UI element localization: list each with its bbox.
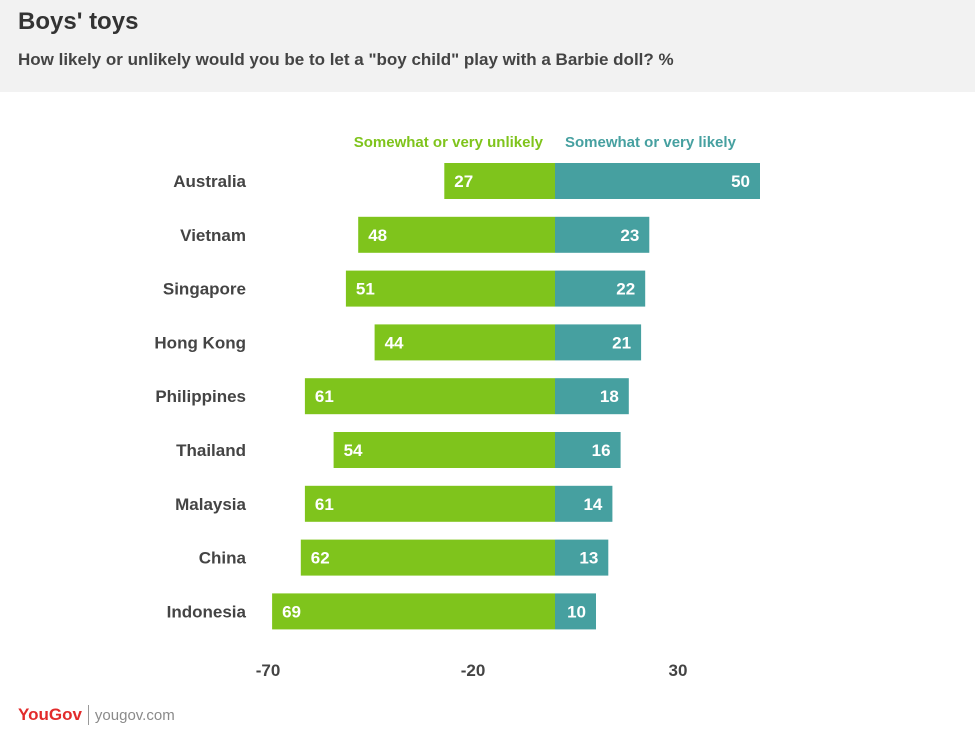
- diverging-bar-chart: Somewhat or very unlikely Somewhat or ver…: [154, 134, 760, 680]
- value-label-likely-vietnam: 23: [620, 226, 639, 245]
- bar-unlikely-philippines: [304, 378, 555, 415]
- bar-unlikely-australia: [444, 163, 555, 199]
- bar-likely-china: [555, 539, 609, 576]
- footer: YouGov yougov.com: [18, 703, 175, 727]
- value-label-likely-malaysia: 14: [583, 495, 602, 514]
- category-label-malaysia: Malaysia: [175, 495, 246, 514]
- chart-title: Boys' toys: [18, 8, 139, 35]
- value-label-unlikely-vietnam: 48: [368, 226, 387, 245]
- bar-likely-australia: [555, 163, 760, 199]
- value-label-unlikely-australia: 27: [454, 172, 473, 191]
- value-label-unlikely-singapore: 51: [356, 280, 375, 299]
- value-label-unlikely-thailand: 54: [344, 441, 363, 460]
- bar-likely-philippines: [555, 378, 629, 415]
- bar-unlikely-malaysia: [304, 485, 555, 522]
- x-tick-label-0: -70: [256, 661, 281, 680]
- value-label-unlikely-malaysia: 61: [315, 495, 334, 514]
- category-label-vietnam: Vietnam: [180, 226, 246, 245]
- bar-unlikely-china: [300, 539, 555, 576]
- bar-unlikely-thailand: [333, 432, 555, 468]
- legend-likely: Somewhat or very likely: [565, 134, 737, 151]
- bar-unlikely-hong-kong: [374, 324, 555, 361]
- category-label-thailand: Thailand: [176, 441, 246, 460]
- x-tick-label-1: -20: [461, 661, 486, 680]
- category-label-hong-kong: Hong Kong: [154, 333, 246, 352]
- category-label-china: China: [199, 549, 247, 568]
- category-label-indonesia: Indonesia: [167, 602, 247, 621]
- x-tick-label-2: 30: [669, 661, 688, 680]
- value-label-likely-hong-kong: 21: [612, 333, 631, 352]
- bar-likely-indonesia: [555, 593, 596, 630]
- value-label-unlikely-philippines: 61: [315, 387, 334, 406]
- value-label-likely-australia: 50: [731, 172, 750, 191]
- yougov-logo[interactable]: YouGov: [18, 705, 82, 724]
- value-label-likely-thailand: 16: [592, 441, 611, 460]
- footer-divider: [87, 705, 89, 725]
- category-label-singapore: Singapore: [163, 280, 246, 299]
- chart-subtitle: How likely or unlikely would you be to l…: [18, 50, 674, 69]
- bar-likely-singapore: [555, 270, 646, 307]
- value-label-likely-singapore: 22: [616, 280, 635, 299]
- bar-likely-vietnam: [555, 216, 650, 253]
- bar-unlikely-singapore: [345, 270, 555, 307]
- legend-unlikely: Somewhat or very unlikely: [354, 134, 544, 151]
- category-label-australia: Australia: [173, 172, 246, 191]
- value-label-unlikely-china: 62: [311, 549, 330, 568]
- bar-unlikely-indonesia: [272, 593, 555, 630]
- category-label-philippines: Philippines: [155, 387, 246, 406]
- bar-unlikely-vietnam: [358, 216, 555, 253]
- bar-likely-malaysia: [555, 485, 613, 522]
- footer-site-link[interactable]: yougov.com: [94, 706, 175, 724]
- value-label-likely-indonesia: 10: [567, 602, 586, 621]
- value-label-unlikely-indonesia: 69: [282, 602, 301, 621]
- bar-likely-hong-kong: [555, 324, 642, 361]
- value-label-likely-china: 13: [579, 549, 598, 568]
- value-label-unlikely-hong-kong: 44: [385, 333, 404, 352]
- chart-header: Boys' toys How likely or unlikely would …: [0, 0, 975, 92]
- bar-likely-thailand: [555, 432, 621, 468]
- value-label-likely-philippines: 18: [600, 387, 619, 406]
